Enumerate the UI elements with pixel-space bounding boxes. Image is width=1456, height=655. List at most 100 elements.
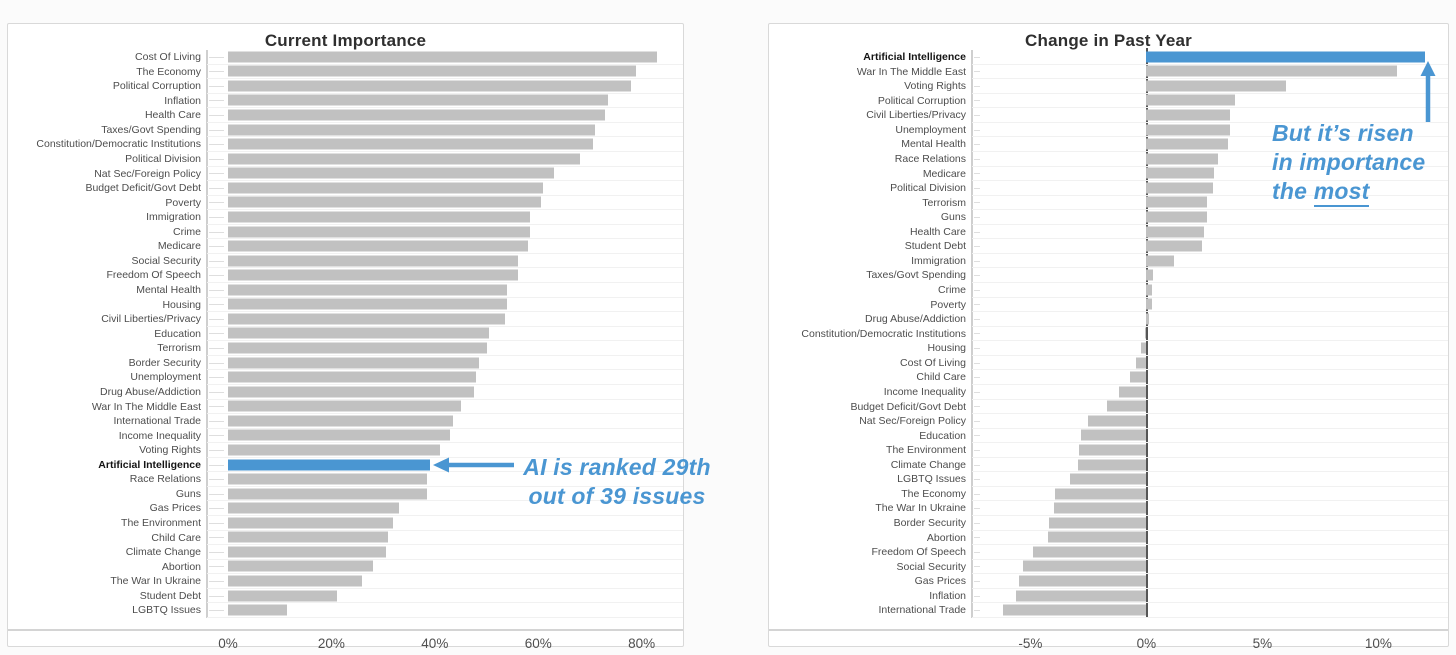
bar <box>228 488 428 500</box>
bar <box>228 196 541 208</box>
category-row: Immigration <box>8 210 683 225</box>
x-tick-label: 10% <box>1364 636 1392 651</box>
category-row: LGBTQ Issues <box>8 603 683 618</box>
bar-track <box>984 574 1448 589</box>
bar <box>1088 415 1147 427</box>
tick-mark <box>207 181 228 196</box>
bar-track <box>984 108 1448 123</box>
category-row: Abortion <box>8 560 683 575</box>
bar-track <box>228 443 683 458</box>
tick-mark <box>972 589 984 604</box>
bar <box>1047 531 1147 543</box>
bar-track <box>984 254 1448 269</box>
tick-mark <box>207 268 228 283</box>
annotation-line: AI is ranked 29th <box>523 454 711 480</box>
tick-mark <box>207 123 228 138</box>
category-row: Political Corruption <box>769 94 1448 109</box>
category-row: Voting Rights <box>8 443 683 458</box>
bar-track <box>228 589 683 604</box>
category-label: Terrorism <box>922 196 966 209</box>
bar-track <box>228 429 683 444</box>
category-label: The Economy <box>901 487 966 500</box>
bar-track <box>984 531 1448 546</box>
category-label: Abortion <box>926 531 966 544</box>
bar-track <box>228 268 683 283</box>
tick-mark <box>972 94 984 109</box>
tick-mark <box>207 210 228 225</box>
tick-mark <box>972 283 984 298</box>
bar <box>228 531 389 543</box>
bar-track <box>228 94 683 109</box>
bar-track <box>984 239 1448 254</box>
bar <box>1069 473 1147 485</box>
tick-mark <box>207 458 228 473</box>
annotation-underlined-word: most <box>1313 178 1370 207</box>
bar <box>228 517 394 529</box>
category-label: Unemployment <box>130 371 201 384</box>
category-axis-line <box>971 50 973 618</box>
tick-mark <box>972 167 984 182</box>
tick-mark <box>207 429 228 444</box>
category-label: Income Inequality <box>883 385 966 398</box>
category-row: Student Debt <box>769 239 1448 254</box>
tick-mark <box>207 50 228 65</box>
bar <box>228 51 658 63</box>
category-label: Taxes/Govt Spending <box>866 269 966 282</box>
bar <box>1079 444 1147 456</box>
category-row: Education <box>8 327 683 342</box>
bar-track <box>228 472 683 487</box>
bar <box>228 284 508 296</box>
bar <box>1146 211 1207 223</box>
bar-track <box>984 414 1448 429</box>
category-row: Mental Health <box>769 137 1448 152</box>
bar-track <box>228 137 683 152</box>
tick-mark <box>972 458 984 473</box>
category-label: The Environment <box>886 444 966 457</box>
category-label: Social Security <box>131 254 201 267</box>
bar <box>228 80 632 92</box>
bar-track <box>984 50 1448 65</box>
bar-track <box>228 603 683 618</box>
bar-track <box>984 123 1448 138</box>
bar-track <box>984 516 1448 531</box>
bar <box>1145 327 1147 339</box>
bar-track <box>984 545 1448 560</box>
bar-track <box>228 545 683 560</box>
annotation-line: in importance <box>1272 149 1426 175</box>
tick-mark <box>972 414 984 429</box>
category-label: Gas Prices <box>149 502 201 515</box>
bar-track <box>984 356 1448 371</box>
tick-mark <box>207 574 228 589</box>
tick-mark <box>207 589 228 604</box>
x-axis-line <box>769 629 1448 631</box>
bar <box>228 255 518 267</box>
category-row: Inflation <box>769 589 1448 604</box>
category-label: Political Division <box>125 152 201 165</box>
bar-track <box>228 400 683 415</box>
bar <box>228 65 637 77</box>
bar <box>228 124 596 136</box>
category-label: Nat Sec/Foreign Policy <box>94 167 201 180</box>
category-row: Cost Of Living <box>8 50 683 65</box>
category-row: The Economy <box>769 487 1448 502</box>
tick-mark <box>972 137 984 152</box>
category-row: Child Care <box>8 531 683 546</box>
bar-track <box>984 283 1448 298</box>
x-tick-label: 5% <box>1252 636 1273 651</box>
x-tick-label: 0% <box>1136 636 1157 651</box>
category-row: Freedom Of Speech <box>769 545 1448 560</box>
category-label: Immigration <box>146 211 201 224</box>
tick-mark <box>972 65 984 80</box>
category-row: Crime <box>769 283 1448 298</box>
bar <box>228 560 373 572</box>
bar-track <box>984 94 1448 109</box>
bar <box>1146 226 1205 238</box>
category-row: Artificial Intelligence <box>8 458 683 473</box>
tick-mark <box>972 239 984 254</box>
category-row: Social Security <box>769 560 1448 575</box>
bar <box>1053 502 1147 514</box>
bar-track <box>228 50 683 65</box>
tick-mark <box>972 327 984 342</box>
bar <box>1146 196 1207 208</box>
bar <box>1146 182 1213 194</box>
